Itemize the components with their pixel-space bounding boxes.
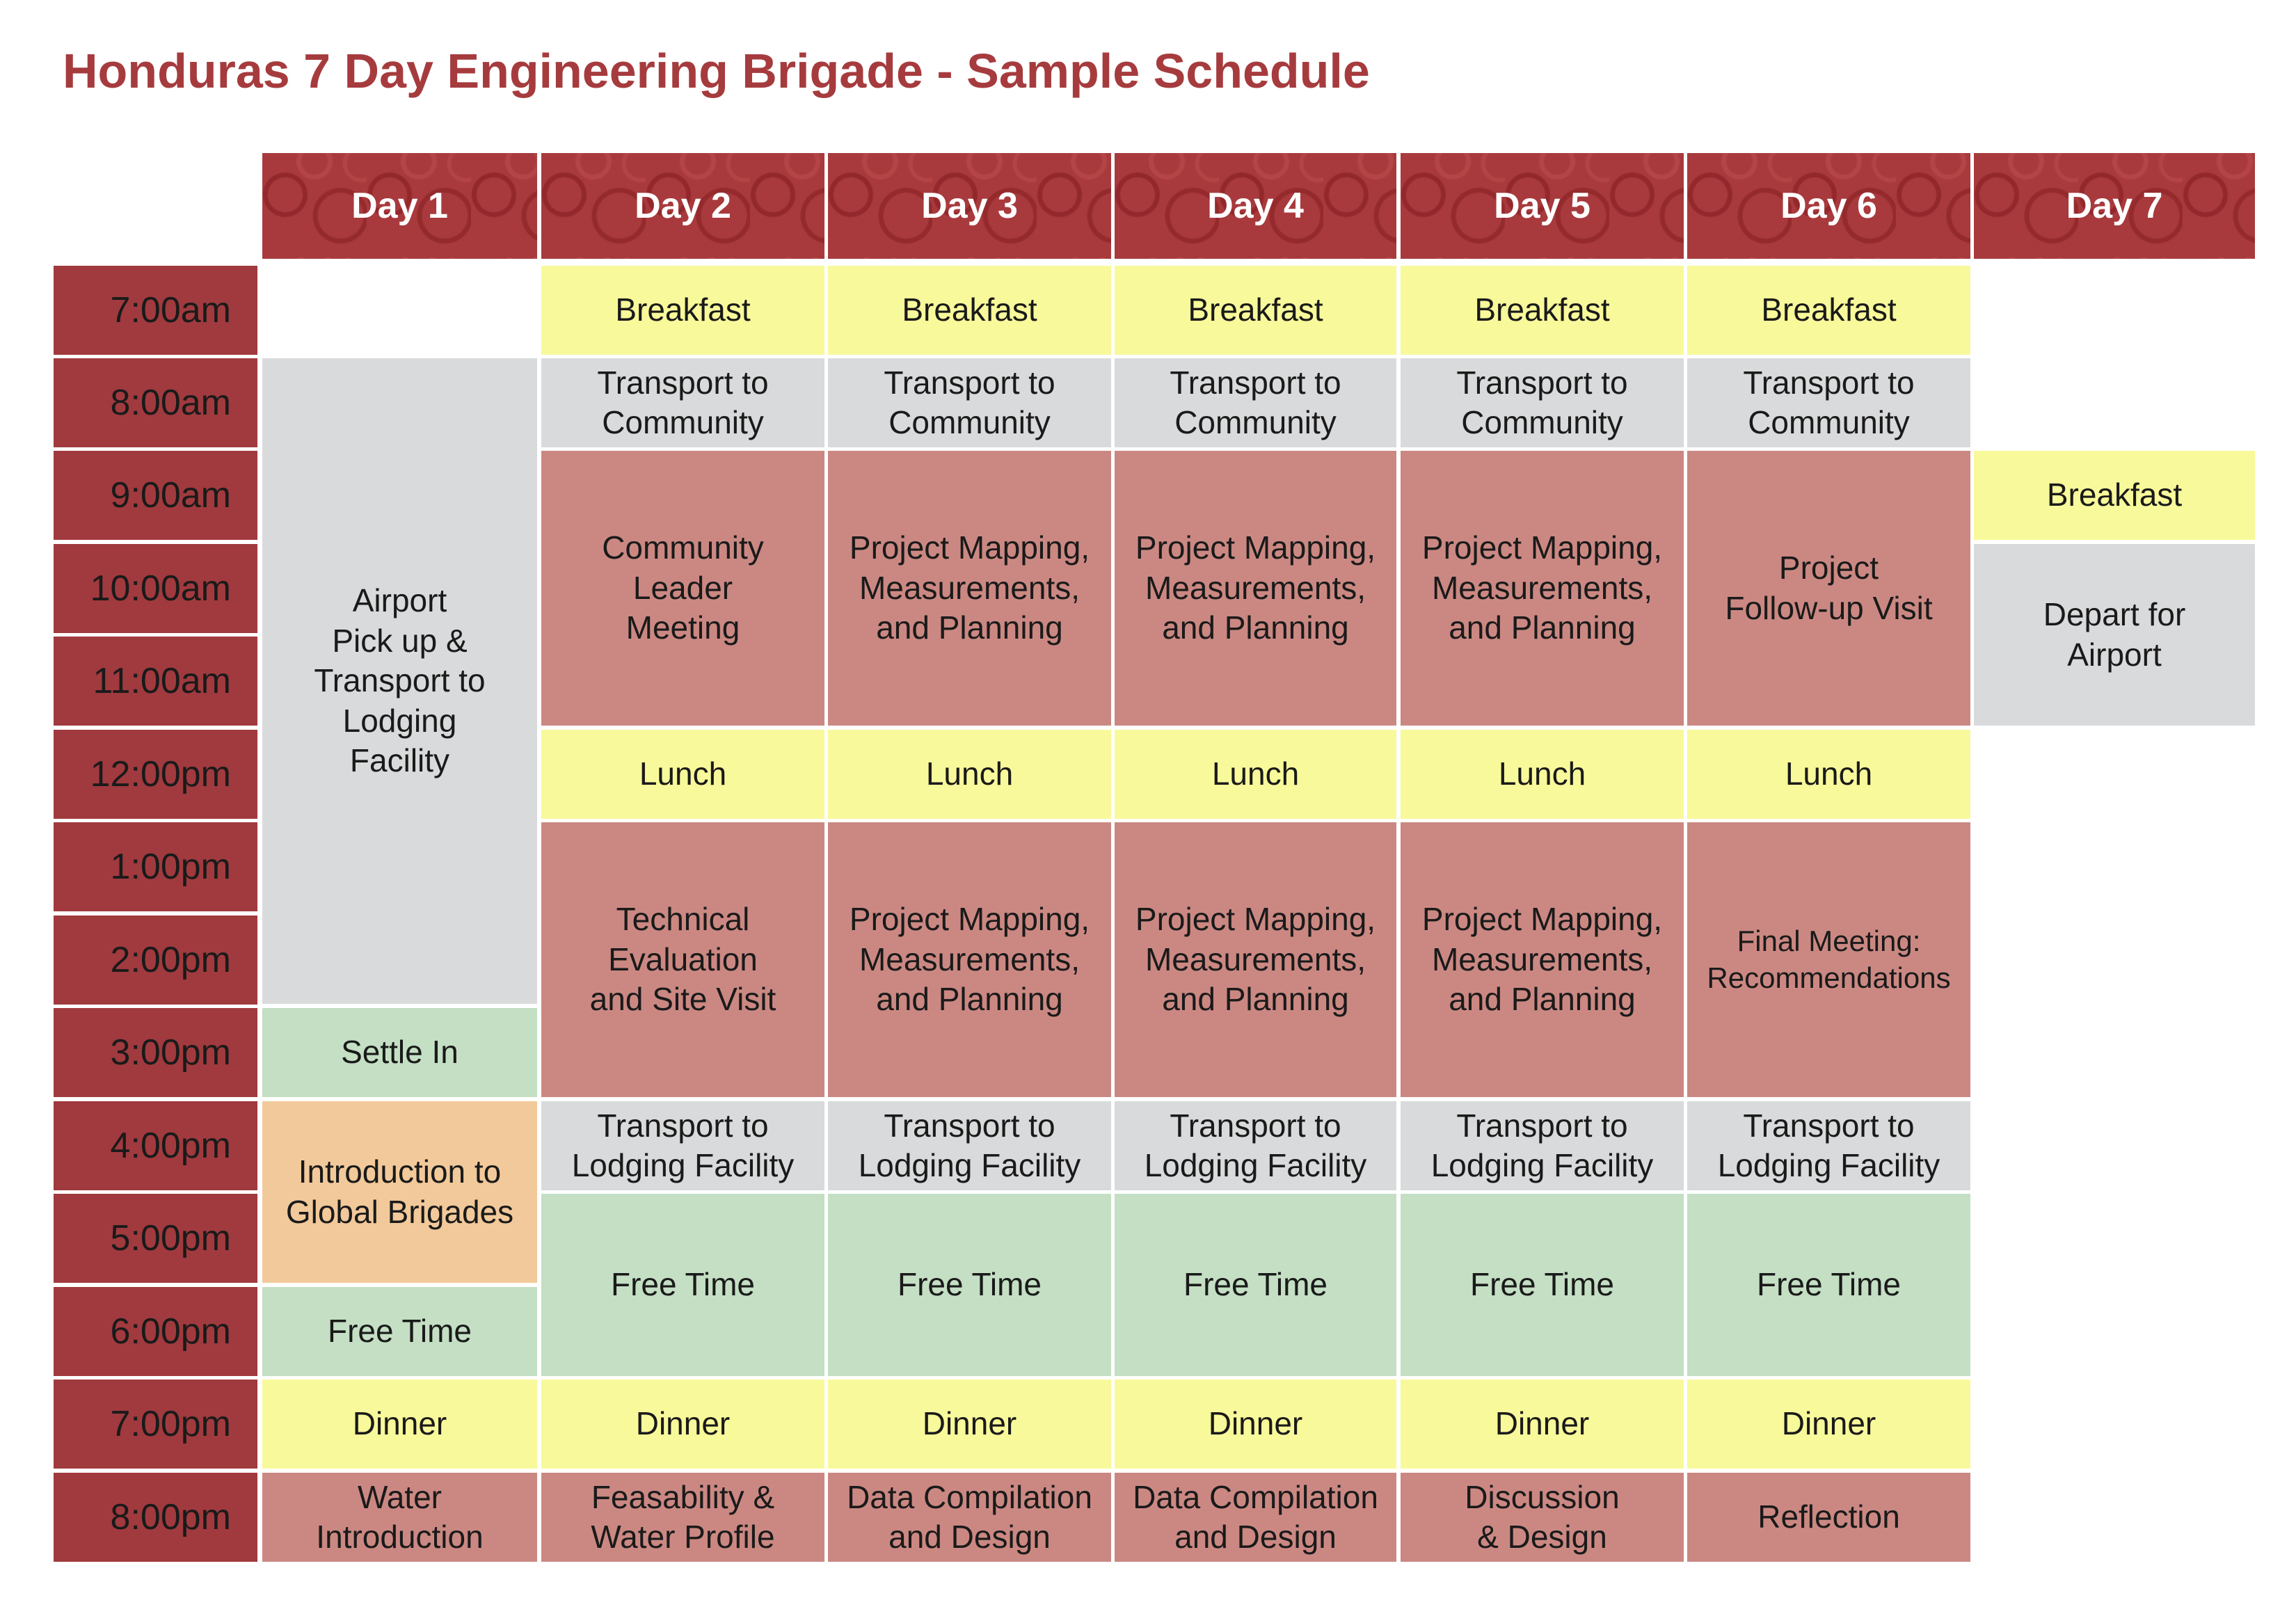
day1-free-time: Free Time xyxy=(262,1287,537,1376)
time-label: 1:00pm xyxy=(54,822,257,911)
time-label: 9:00am xyxy=(54,451,257,540)
time-label: 10:00am xyxy=(54,544,257,633)
day2-transport-pm: Transport to Lodging Facility xyxy=(541,1101,824,1190)
time-label: 2:00pm xyxy=(54,916,257,1005)
day7-depart: Depart for Airport xyxy=(1974,544,2255,726)
day6-lunch: Lunch xyxy=(1687,730,1970,819)
day3-transport-pm: Transport to Lodging Facility xyxy=(828,1101,1111,1190)
day6-morning: Project Follow-up Visit xyxy=(1687,451,1970,726)
time-label: 11:00am xyxy=(54,637,257,726)
day1-evening: Water Introduction xyxy=(262,1473,537,1562)
day1-dinner: Dinner xyxy=(262,1380,537,1469)
day5-evening: Discussion & Design xyxy=(1401,1473,1684,1562)
day6-breakfast: Breakfast xyxy=(1687,266,1970,355)
time-label: 8:00pm xyxy=(54,1473,257,1562)
page-title: Honduras 7 Day Engineering Brigade - Sam… xyxy=(63,44,1370,98)
day3-breakfast: Breakfast xyxy=(828,266,1111,355)
day5-lunch: Lunch xyxy=(1401,730,1684,819)
day-header-7: Day 7 xyxy=(1974,153,2255,259)
time-label: 3:00pm xyxy=(54,1008,257,1097)
day4-morning: Project Mapping, Measurements, and Plann… xyxy=(1115,451,1396,726)
day6-transport-pm: Transport to Lodging Facility xyxy=(1687,1101,1970,1190)
day7-breakfast: Breakfast xyxy=(1974,451,2255,540)
day2-morning: Community Leader Meeting xyxy=(541,451,824,726)
day5-free-time: Free Time xyxy=(1401,1194,1684,1376)
time-label: 6:00pm xyxy=(54,1287,257,1376)
day2-free-time: Free Time xyxy=(541,1194,824,1376)
time-label: 7:00pm xyxy=(54,1380,257,1469)
day2-transport-am: Transport to Community xyxy=(541,358,824,447)
day5-transport-am: Transport to Community xyxy=(1401,358,1684,447)
day5-dinner: Dinner xyxy=(1401,1380,1684,1469)
day3-lunch: Lunch xyxy=(828,730,1111,819)
day-header-1: Day 1 xyxy=(262,153,537,259)
day4-dinner: Dinner xyxy=(1115,1380,1396,1469)
day4-evening: Data Compilation and Design xyxy=(1115,1473,1396,1562)
day2-afternoon: Technical Evaluation and Site Visit xyxy=(541,822,824,1097)
day3-evening: Data Compilation and Design xyxy=(828,1473,1111,1562)
time-label: 4:00pm xyxy=(54,1101,257,1190)
day-header-3: Day 3 xyxy=(828,153,1111,259)
time-label: 12:00pm xyxy=(54,730,257,819)
day3-free-time: Free Time xyxy=(828,1194,1111,1376)
day-header-4: Day 4 xyxy=(1115,153,1396,259)
day4-transport-pm: Transport to Lodging Facility xyxy=(1115,1101,1396,1190)
day5-morning: Project Mapping, Measurements, and Plann… xyxy=(1401,451,1684,726)
day4-lunch: Lunch xyxy=(1115,730,1396,819)
day3-morning: Project Mapping, Measurements, and Plann… xyxy=(828,451,1111,726)
day-header-2: Day 2 xyxy=(541,153,824,259)
time-label: 8:00am xyxy=(54,358,257,447)
day3-transport-am: Transport to Community xyxy=(828,358,1111,447)
day3-afternoon: Project Mapping, Measurements, and Plann… xyxy=(828,822,1111,1097)
day6-dinner: Dinner xyxy=(1687,1380,1970,1469)
day6-afternoon: Final Meeting: Recommendations xyxy=(1687,822,1970,1097)
day4-free-time: Free Time xyxy=(1115,1194,1396,1376)
day3-dinner: Dinner xyxy=(828,1380,1111,1469)
time-label: 7:00am xyxy=(54,266,257,355)
day4-transport-am: Transport to Community xyxy=(1115,358,1396,447)
day5-transport-pm: Transport to Lodging Facility xyxy=(1401,1101,1684,1190)
day-header-5: Day 5 xyxy=(1401,153,1684,259)
day6-free-time: Free Time xyxy=(1687,1194,1970,1376)
time-label: 5:00pm xyxy=(54,1194,257,1283)
day4-breakfast: Breakfast xyxy=(1115,266,1396,355)
day1-settle-in: Settle In xyxy=(262,1008,537,1097)
day2-evening: Feasability & Water Profile xyxy=(541,1473,824,1562)
day2-breakfast: Breakfast xyxy=(541,266,824,355)
day5-afternoon: Project Mapping, Measurements, and Plann… xyxy=(1401,822,1684,1097)
day4-afternoon: Project Mapping, Measurements, and Plann… xyxy=(1115,822,1396,1097)
day1-introduction: Introduction to Global Brigades xyxy=(262,1101,537,1283)
day6-evening: Reflection xyxy=(1687,1473,1970,1562)
day6-transport-am: Transport to Community xyxy=(1687,358,1970,447)
day2-dinner: Dinner xyxy=(541,1380,824,1469)
day-header-6: Day 6 xyxy=(1687,153,1970,259)
day1-airport-pickup: Airport Pick up & Transport to Lodging F… xyxy=(262,358,537,1004)
day2-lunch: Lunch xyxy=(541,730,824,819)
day5-breakfast: Breakfast xyxy=(1401,266,1684,355)
